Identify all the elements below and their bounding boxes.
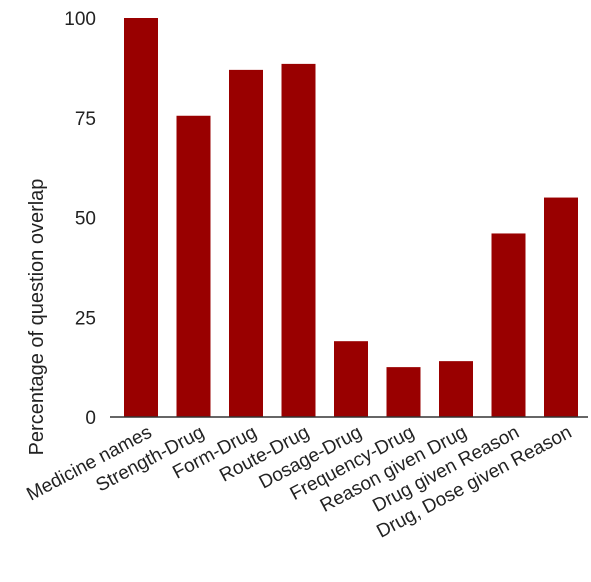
bar [176, 115, 211, 417]
y-axis-ticks: 0 25 50 75 100 [64, 9, 96, 429]
bar [334, 341, 368, 417]
bar [124, 18, 158, 417]
bar [386, 367, 421, 417]
bar [229, 69, 263, 418]
y-tick-label: 100 [64, 9, 96, 30]
y-tick-label: 25 [75, 308, 96, 329]
y-tick-label: 0 [85, 408, 96, 429]
x-axis-category-labels: Medicine namesStrength-DrugForm-DrugRout… [23, 422, 575, 543]
bar [281, 63, 316, 417]
y-tick-label: 75 [75, 109, 96, 130]
bar [544, 197, 578, 417]
y-tick-label: 50 [75, 209, 96, 230]
bar [491, 233, 526, 417]
bar [439, 361, 473, 417]
bars [124, 18, 578, 418]
y-axis-title: Percentage of question overlap [26, 179, 48, 456]
